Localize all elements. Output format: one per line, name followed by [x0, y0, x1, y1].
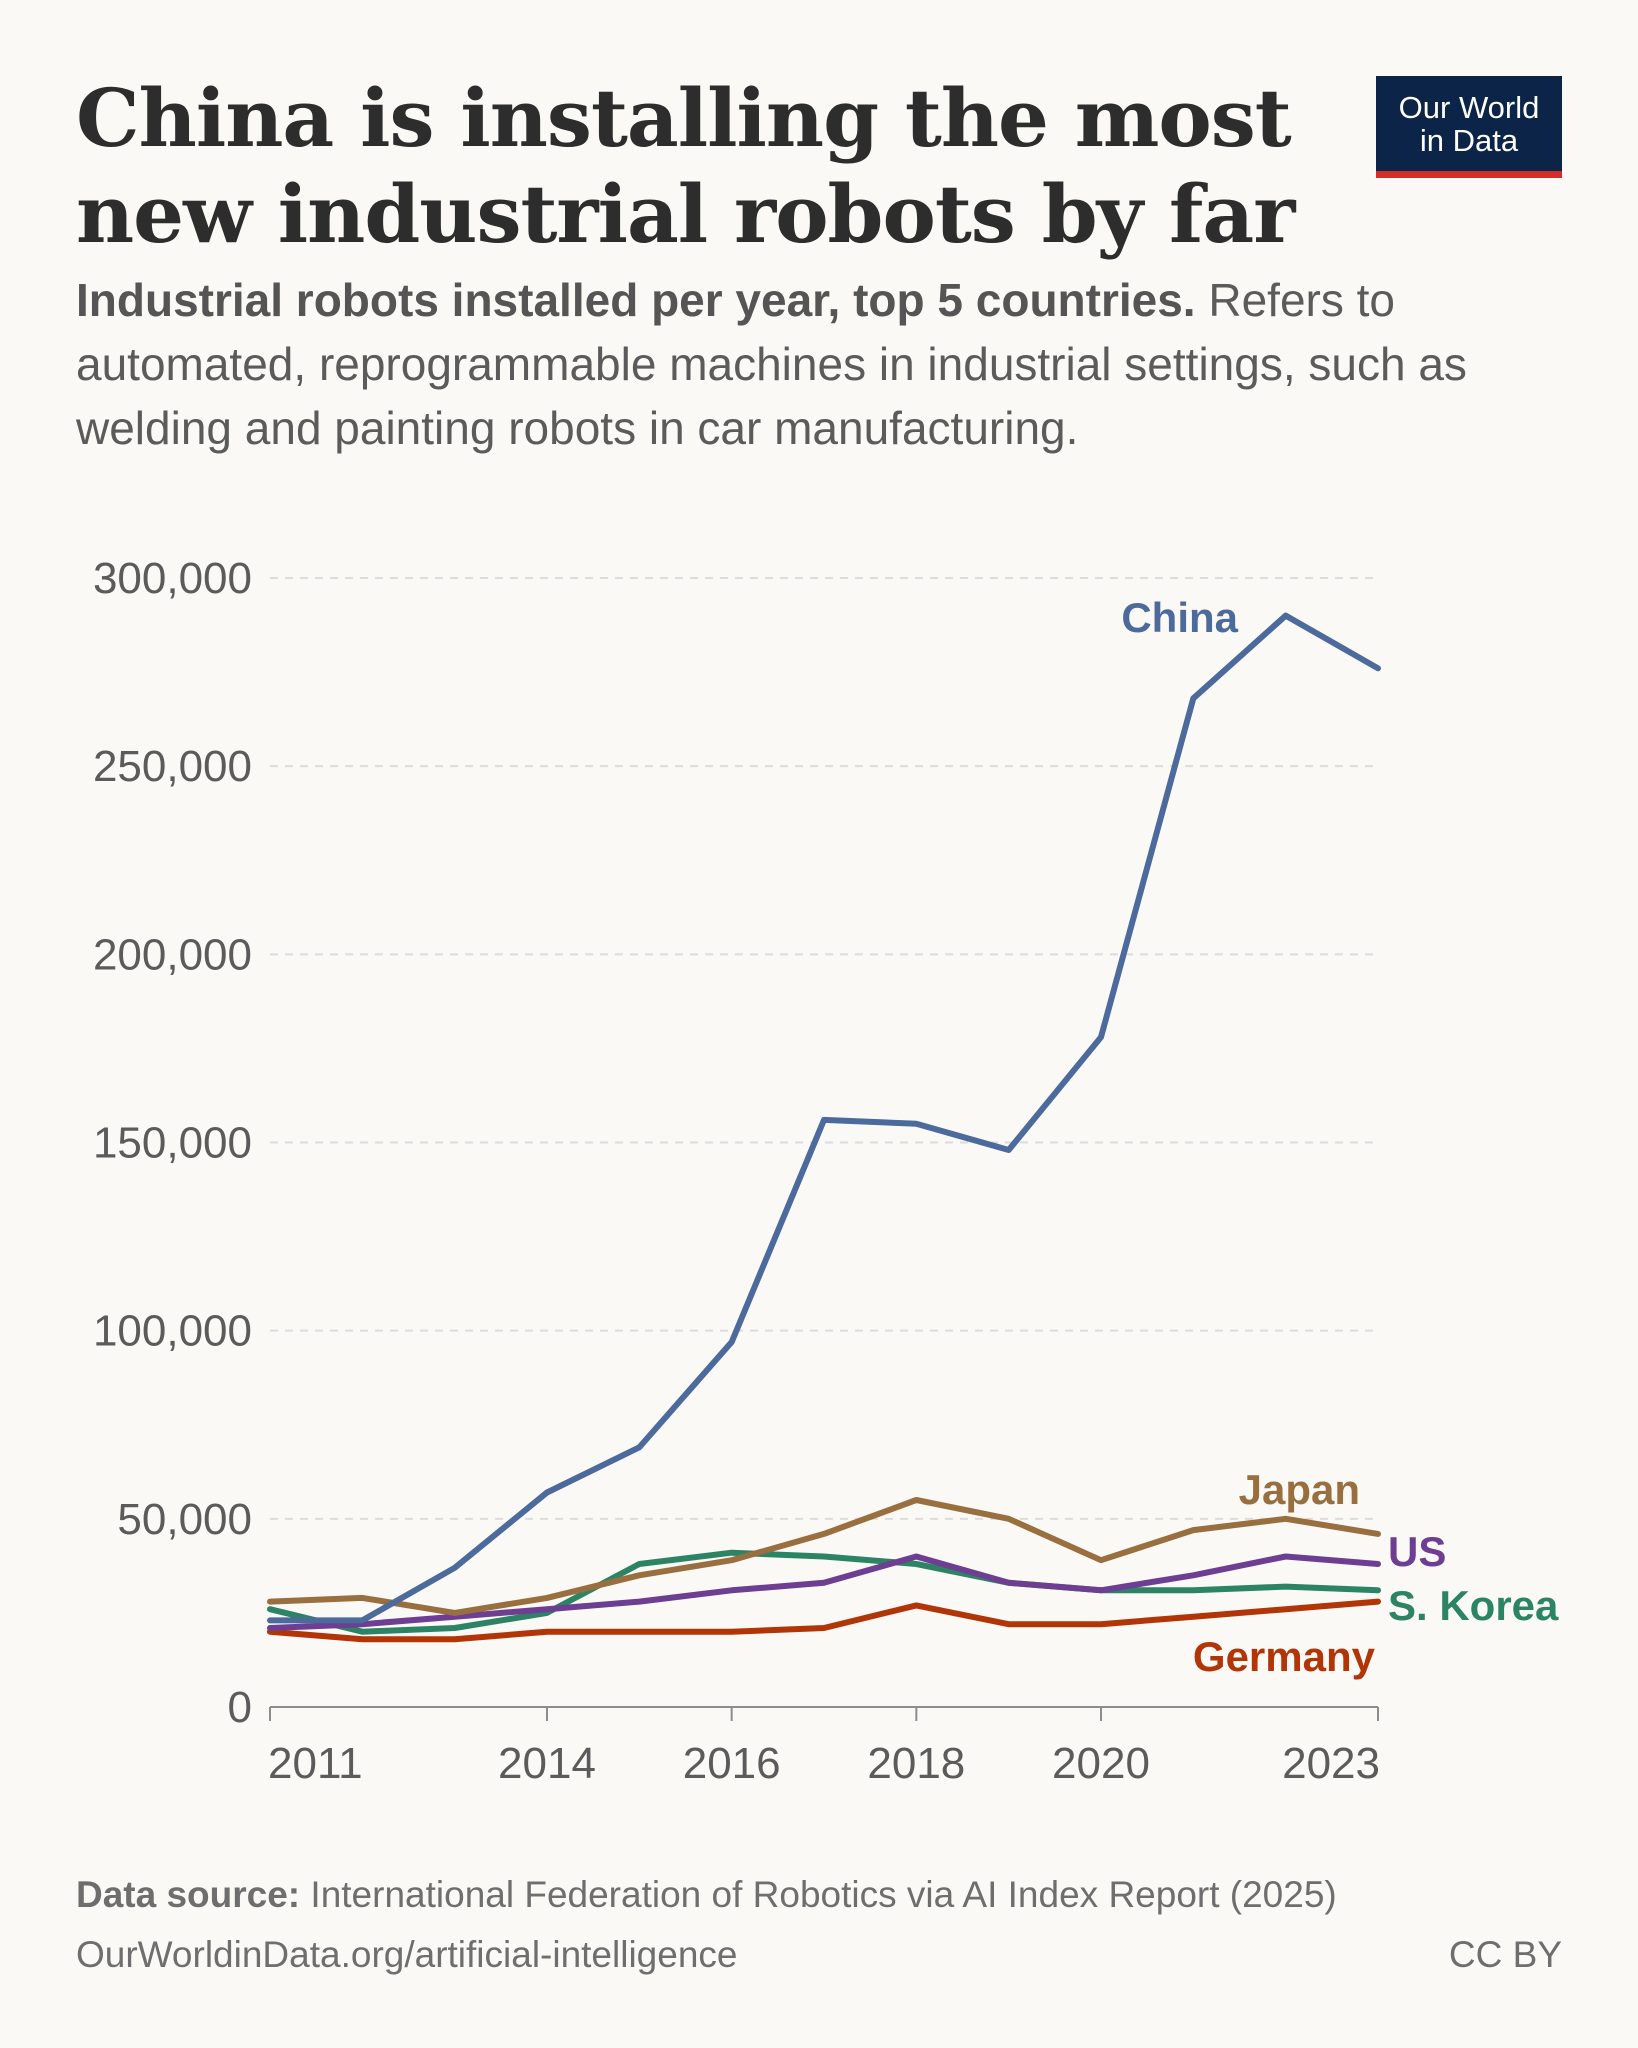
- series-label-japan: Japan: [1239, 1466, 1360, 1513]
- series-line-china: [267, 612, 1381, 1624]
- subtitle-bold: Industrial robots installed per year, to…: [76, 274, 1196, 326]
- subtitle-description: Refers to automated, reprogrammable mach…: [76, 274, 1467, 454]
- x-tick-label: 2020: [1052, 1739, 1150, 1788]
- source-label: Data source:: [76, 1874, 301, 1915]
- y-tick-label: 50,000: [117, 1495, 252, 1544]
- chart-title: China is installing the most new industr…: [76, 71, 1295, 261]
- series-label-us: US: [1388, 1528, 1446, 1575]
- data-source: Data source: International Federation of…: [76, 1874, 1337, 1916]
- chart-subtitle: Industrial robots installed per year, to…: [76, 268, 1516, 460]
- series-label-china: China: [1121, 594, 1238, 641]
- y-tick-label: 0: [228, 1683, 252, 1732]
- series-label-germany: Germany: [1193, 1633, 1376, 1680]
- x-tick-label: 2014: [498, 1739, 596, 1788]
- y-tick-label: 300,000: [93, 554, 252, 603]
- series-line-japan: [267, 1497, 1381, 1616]
- license-label[interactable]: CC BY: [1448, 1934, 1562, 1975]
- y-tick-label: 150,000: [93, 1119, 252, 1168]
- x-tick-label: 2023: [1282, 1739, 1380, 1788]
- logo-line-1: Our World: [1398, 89, 1540, 125]
- series-line-us: [267, 1553, 1381, 1631]
- y-tick-label: 100,000: [93, 1307, 252, 1356]
- series-line-germany: [267, 1598, 1381, 1643]
- x-tick-label: 2011: [268, 1739, 363, 1788]
- y-tick-label: 200,000: [93, 930, 252, 979]
- series-label-s-korea: S. Korea: [1388, 1582, 1559, 1629]
- owid-logo[interactable]: Our World in Data: [1376, 76, 1562, 178]
- source-text: International Federation of Robotics via…: [300, 1874, 1337, 1915]
- source-url[interactable]: OurWorldinData.org/artificial-intelligen…: [76, 1934, 738, 1975]
- x-tick-label: 2016: [683, 1739, 781, 1788]
- x-tick-label: 2018: [867, 1739, 965, 1788]
- y-tick-label: 250,000: [93, 742, 252, 791]
- series-line-s-korea: [267, 1549, 1381, 1635]
- logo-line-2: in Data: [1419, 122, 1519, 158]
